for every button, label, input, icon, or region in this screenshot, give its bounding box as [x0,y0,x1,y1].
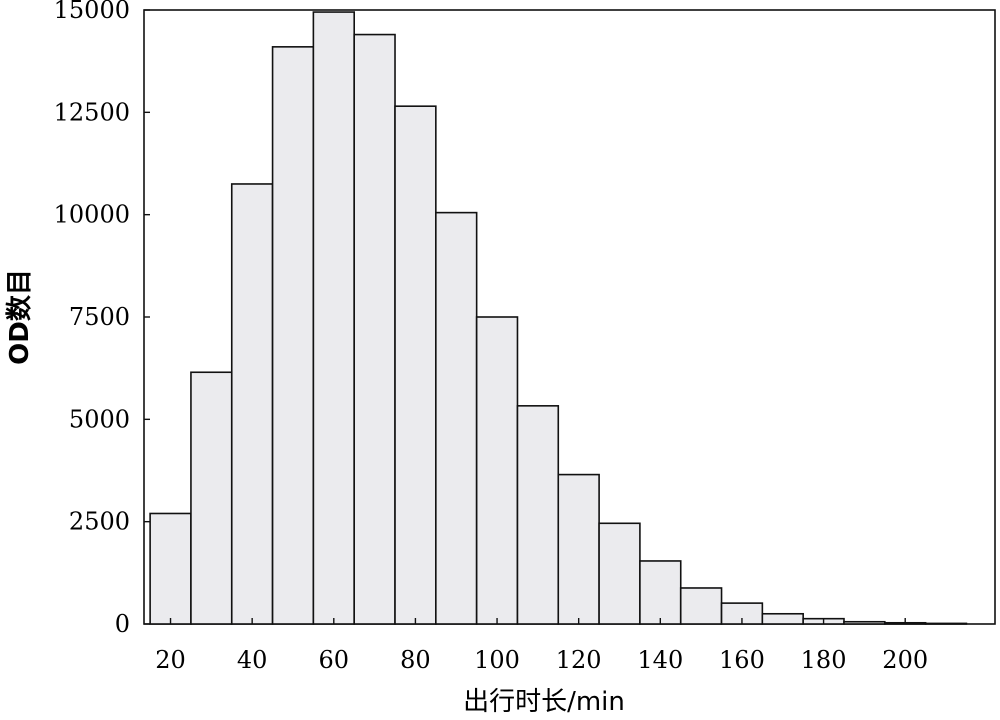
y-axis-ticks: 0 2500 5000 7500 10000 12500 15000 [54,0,150,638]
y-tick-label: 7500 [69,303,130,331]
histogram-bar [149,512,192,625]
histogram-bar [679,587,723,625]
x-axis-label: 出行时长/min [463,687,625,717]
histogram-bar [353,33,396,625]
histogram-bar [271,46,315,625]
histogram-bar [230,183,274,625]
histogram-bar [516,405,560,625]
y-tick-label: 12500 [54,98,130,126]
histogram-bar [761,612,804,625]
x-tick-label: 160 [719,646,765,674]
y-axis-label: OD数目 [5,269,35,365]
x-axis-ticks: 20 40 60 80 100 120 140 160 180 200 [155,618,928,674]
histogram-bar [598,522,641,625]
histogram-bar [924,622,968,625]
bars-group [149,11,968,625]
y-tick-label: 2500 [69,508,130,536]
x-tick-label: 80 [400,646,431,674]
y-tick-label: 5000 [69,405,130,433]
histogram-bar [843,620,886,625]
x-tick-label: 40 [237,646,268,674]
x-tick-label: 100 [474,646,520,674]
histogram-bar [435,211,478,625]
x-tick-label: 20 [155,646,186,674]
x-tick-label: 180 [801,646,847,674]
histogram-bar [639,560,682,625]
histogram-bar [394,105,437,625]
y-tick-label: 10000 [54,201,130,229]
y-tick-label: 0 [115,610,130,638]
x-tick-label: 120 [556,646,602,674]
x-tick-label: 200 [882,646,928,674]
histogram-bar [190,371,233,625]
x-tick-label: 60 [319,646,350,674]
histogram-bar [312,11,356,625]
y-tick-label: 15000 [54,0,130,24]
x-tick-label: 140 [637,646,683,674]
histogram-bar [475,316,519,625]
histogram-bar [557,473,600,625]
